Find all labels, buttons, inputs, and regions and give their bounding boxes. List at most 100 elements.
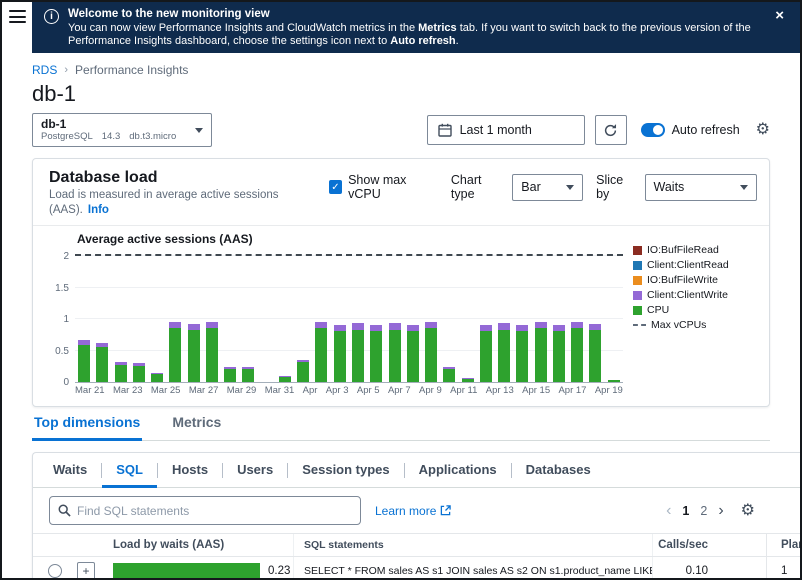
time-range-picker[interactable]: Last 1 month bbox=[427, 115, 585, 145]
settings-gear-icon[interactable] bbox=[756, 122, 770, 138]
dimensions-card: WaitsSQLHostsUsersSession typesApplicati… bbox=[32, 452, 800, 580]
chart-bar[interactable] bbox=[297, 360, 309, 382]
chart-bar[interactable] bbox=[480, 325, 492, 382]
chart-bar[interactable] bbox=[78, 340, 90, 382]
chevron-down-icon bbox=[566, 185, 574, 190]
dimension-tab-databases[interactable]: Databases bbox=[512, 453, 605, 487]
show-max-vcpu-label: Show max vCPU bbox=[348, 173, 438, 201]
table-header: Load by waits (AAS) SQL statements Calls… bbox=[33, 533, 800, 557]
header-plans[interactable]: Plans bbox=[766, 534, 800, 556]
legend-label: IO:BufFileWrite bbox=[647, 274, 718, 286]
chart-plot bbox=[75, 249, 623, 383]
dimension-tab-waits[interactable]: Waits bbox=[39, 453, 101, 487]
sql-toolbar: Learn more 12 bbox=[33, 488, 800, 531]
chart-bar[interactable] bbox=[224, 367, 236, 382]
chart-type-group: Chart type Bar bbox=[451, 173, 583, 201]
dimension-tab-sql[interactable]: SQL bbox=[102, 453, 157, 487]
toolbar: db-1 PostgreSQL 14.3 db.t3.micro Last 1 … bbox=[32, 113, 770, 147]
x-tick-label: Apr 5 bbox=[357, 385, 380, 397]
chart-bar[interactable] bbox=[498, 323, 510, 382]
x-tick-label: Mar 31 bbox=[265, 385, 295, 397]
chart-bar[interactable] bbox=[535, 322, 547, 382]
chart-type-select[interactable]: Bar bbox=[512, 174, 583, 201]
header-load-by-waits[interactable]: Load by waits (AAS) bbox=[107, 539, 293, 551]
dimension-tab-users[interactable]: Users bbox=[223, 453, 287, 487]
chart-bar[interactable] bbox=[169, 322, 181, 382]
sql-search-box bbox=[49, 496, 361, 525]
chart-bar[interactable] bbox=[242, 367, 254, 382]
chart-bar[interactable] bbox=[462, 378, 474, 382]
close-icon[interactable] bbox=[771, 7, 788, 48]
breadcrumb-separator: › bbox=[64, 63, 68, 78]
sql-statement[interactable]: SELECT * FROM sales AS s1 JOIN sales AS … bbox=[293, 557, 652, 580]
chart-bar[interactable] bbox=[279, 376, 291, 382]
x-tick-label: Mar 21 bbox=[75, 385, 105, 397]
search-input[interactable] bbox=[77, 504, 352, 518]
chart-bar[interactable] bbox=[425, 322, 437, 382]
y-tick-label: 0 bbox=[63, 377, 69, 388]
external-link-icon bbox=[440, 505, 451, 516]
instance-version: 14.3 bbox=[102, 131, 121, 143]
header-calls-per-sec[interactable]: Calls/sec bbox=[652, 534, 708, 556]
show-max-vcpu-checkbox[interactable]: Show max vCPU bbox=[329, 173, 438, 201]
next-page-icon[interactable] bbox=[718, 504, 723, 518]
database-load-titles: Database load Load is measured in averag… bbox=[49, 168, 329, 218]
header-sql-statements[interactable]: SQL statements bbox=[293, 534, 652, 556]
dimension-tab-session-types[interactable]: Session types bbox=[288, 453, 403, 487]
legend-item: Client:ClientRead bbox=[633, 259, 755, 271]
table-settings-gear-icon[interactable] bbox=[741, 503, 755, 519]
chart-bar[interactable] bbox=[96, 343, 108, 382]
chart-bar[interactable] bbox=[389, 323, 401, 382]
tab-metrics[interactable]: Metrics bbox=[170, 414, 223, 440]
learn-more-link[interactable]: Learn more bbox=[375, 504, 451, 518]
previous-page-icon[interactable] bbox=[666, 504, 671, 518]
auto-refresh-toggle[interactable] bbox=[641, 123, 665, 137]
chart-bar[interactable] bbox=[370, 325, 382, 382]
chart-controls: Show max vCPU Chart type Bar Slice by Wa… bbox=[329, 173, 757, 201]
content: RDS › Performance Insights db-1 db-1 Pos… bbox=[2, 63, 800, 580]
info-link[interactable]: Info bbox=[88, 204, 109, 216]
chart-bar[interactable] bbox=[151, 373, 163, 382]
legend-label: IO:BufFileRead bbox=[647, 244, 719, 256]
refresh-button[interactable] bbox=[595, 115, 627, 145]
dimension-tab-applications[interactable]: Applications bbox=[405, 453, 511, 487]
chevron-down-icon bbox=[195, 128, 203, 133]
chart-bar[interactable] bbox=[407, 325, 419, 382]
breadcrumb-rds-link[interactable]: RDS bbox=[32, 63, 57, 78]
screen: Welcome to the new monitoring view You c… bbox=[0, 0, 802, 580]
menu-icon[interactable] bbox=[9, 10, 26, 23]
load-value: 0.23 bbox=[268, 565, 290, 577]
x-tick-label: Apr 7 bbox=[388, 385, 411, 397]
chart-bar[interactable] bbox=[133, 363, 145, 382]
chart-bar[interactable] bbox=[334, 325, 346, 382]
chart-bar[interactable] bbox=[608, 380, 620, 383]
database-load-subtitle: Load is measured in average active sessi… bbox=[49, 188, 329, 218]
chart-bar[interactable] bbox=[589, 324, 601, 382]
chart-bar[interactable] bbox=[553, 325, 565, 382]
tab-top-dimensions[interactable]: Top dimensions bbox=[32, 414, 142, 440]
x-tick-label: Mar 23 bbox=[113, 385, 143, 397]
chart-bar[interactable] bbox=[516, 325, 528, 382]
expand-row-button[interactable] bbox=[77, 562, 95, 580]
instance-selector[interactable]: db-1 PostgreSQL 14.3 db.t3.micro bbox=[32, 113, 212, 147]
load-cell: 0.23 bbox=[107, 563, 293, 578]
chart-bar[interactable] bbox=[188, 324, 200, 382]
chart-bar[interactable] bbox=[443, 367, 455, 382]
y-tick-label: 2 bbox=[63, 251, 69, 262]
chart-bar[interactable] bbox=[115, 362, 127, 382]
row-radio[interactable] bbox=[48, 564, 62, 578]
page-1[interactable]: 1 bbox=[682, 504, 689, 518]
x-tick-label: Mar 25 bbox=[151, 385, 181, 397]
legend-swatch bbox=[633, 261, 642, 270]
auto-refresh-bold: Auto refresh bbox=[390, 35, 455, 47]
chart-bar[interactable] bbox=[352, 323, 364, 382]
instance-engine: PostgreSQL bbox=[41, 131, 93, 143]
calendar-icon bbox=[438, 123, 452, 137]
chart-bar[interactable] bbox=[571, 322, 583, 382]
page-2[interactable]: 2 bbox=[700, 504, 707, 518]
dimension-tab-hosts[interactable]: Hosts bbox=[158, 453, 222, 487]
slice-by-select[interactable]: Waits bbox=[645, 174, 758, 201]
chart-bar[interactable] bbox=[315, 322, 327, 382]
chart-bar[interactable] bbox=[206, 322, 218, 382]
database-load-chart: Average active sessions (AAS) 00.511.52 … bbox=[33, 226, 769, 406]
